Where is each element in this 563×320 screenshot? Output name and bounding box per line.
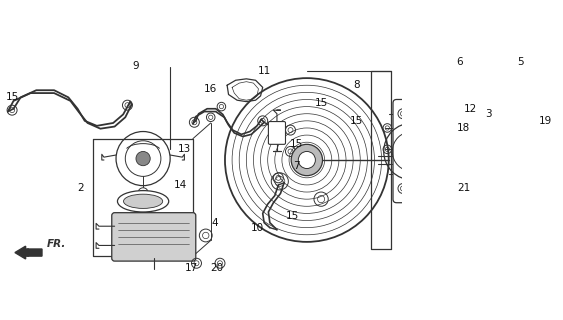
FancyBboxPatch shape — [112, 213, 196, 261]
Ellipse shape — [123, 194, 163, 208]
Circle shape — [136, 151, 150, 166]
Text: 11: 11 — [257, 66, 271, 76]
Text: 10: 10 — [251, 223, 263, 233]
Text: 13: 13 — [178, 144, 191, 154]
Circle shape — [291, 144, 323, 176]
Text: 20: 20 — [211, 263, 224, 273]
Text: 18: 18 — [457, 123, 470, 133]
Text: 16: 16 — [204, 84, 217, 94]
Text: 9: 9 — [133, 61, 139, 71]
Text: 12: 12 — [464, 104, 477, 114]
Text: 4: 4 — [211, 218, 218, 228]
FancyArrow shape — [15, 246, 42, 259]
Text: 6: 6 — [457, 57, 463, 67]
Text: 15: 15 — [315, 98, 328, 108]
Text: 3: 3 — [485, 109, 491, 119]
Text: 2: 2 — [77, 183, 84, 194]
Text: 8: 8 — [354, 80, 360, 90]
Circle shape — [298, 151, 315, 169]
Text: 15: 15 — [289, 139, 303, 149]
Text: 5: 5 — [517, 57, 524, 67]
Text: 19: 19 — [539, 116, 552, 126]
Text: FR.: FR. — [47, 239, 66, 249]
Text: 15: 15 — [6, 92, 19, 102]
Text: 21: 21 — [457, 183, 470, 194]
Text: 17: 17 — [185, 263, 198, 273]
FancyBboxPatch shape — [393, 100, 432, 203]
Text: 7: 7 — [293, 161, 300, 171]
Text: 15: 15 — [286, 211, 300, 220]
FancyBboxPatch shape — [269, 122, 285, 144]
Ellipse shape — [118, 191, 169, 212]
Text: 14: 14 — [173, 180, 187, 190]
Text: 15: 15 — [350, 116, 363, 126]
